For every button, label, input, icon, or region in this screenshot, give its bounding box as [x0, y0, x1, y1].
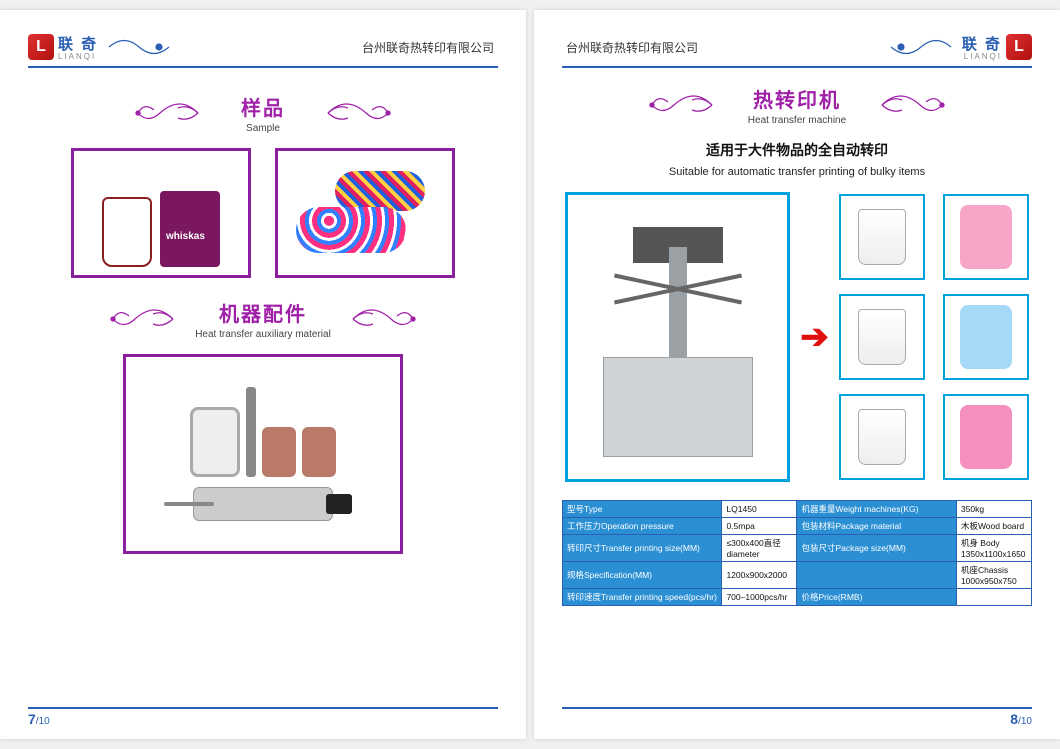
ornament-right-icon	[351, 296, 421, 342]
sample-photo-left	[71, 148, 251, 278]
sample-bags-icon	[290, 163, 440, 263]
company-name: 台州联奇热转印有限公司	[562, 39, 846, 56]
page-8: 台州联奇热转印有限公司 联 奇 LIANQI L 热转印机	[534, 10, 1060, 739]
machine-photo	[565, 192, 790, 482]
raincoat-icon	[960, 205, 1012, 269]
page-7: L 联 奇 LIANQI 台州联奇热转印有限公司 样品	[0, 10, 526, 739]
section-sample-title: 样品 Sample	[130, 90, 396, 136]
table-row: 转印速度Transfer printing speed(pcs/hr)700–1…	[563, 589, 1032, 606]
table-row: 转印尺寸Transfer printing size(MM)≤300x400直径…	[563, 535, 1032, 562]
sample-cup-icon	[102, 197, 152, 267]
ornament-left-icon	[130, 90, 200, 136]
spec-value: 1200x900x2000	[722, 562, 797, 589]
table-row: 型号TypeLQ1450机器重量Weight machines(KG)350kg	[563, 501, 1032, 518]
flourish-icon	[846, 32, 956, 62]
brand-name-en: LIANQI	[962, 52, 1002, 61]
spec-key: 型号Type	[563, 501, 722, 518]
section-sample-title-en: Sample	[208, 123, 318, 134]
sample-whiskas-bin-icon	[160, 191, 220, 267]
spec-value: 350kg	[956, 501, 1031, 518]
section-sample-title-cn: 样品	[208, 92, 318, 121]
ornament-right-icon	[326, 90, 396, 136]
spec-key: 工作压力Operation pressure	[563, 518, 722, 535]
flourish-icon	[104, 32, 214, 62]
table-row: 规格Specification(MM)1200x900x2000 机座Chassi…	[563, 562, 1032, 589]
section-machine-title-cn: 热转印机	[722, 84, 872, 113]
page7-header: L 联 奇 LIANQI 台州联奇热转印有限公司	[28, 28, 498, 68]
spec-value: ≤300x400直径diameter	[722, 535, 797, 562]
bucket-icon	[858, 309, 906, 365]
output-tile-bucket-prima	[839, 394, 925, 480]
ornament-right-icon	[880, 82, 950, 128]
output-tile-raincoat-pink-pattern	[943, 394, 1029, 480]
spec-key: 包装尺寸Package size(MM)	[797, 535, 956, 562]
spec-value: 700–1000pcs/hr	[722, 589, 797, 606]
output-tile-bucket-wrangi	[839, 194, 925, 280]
bucket-icon	[858, 209, 906, 265]
sample-photo-right	[275, 148, 455, 278]
aux-material-photo	[123, 354, 403, 554]
raincoat-icon	[960, 305, 1012, 369]
output-tile-raincoat-pink	[943, 194, 1029, 280]
page-number-current: 7	[28, 711, 36, 727]
machine-and-outputs: ➔	[562, 192, 1032, 482]
brand-name-en: LIANQI	[58, 52, 98, 61]
machine-subtitle-cn: 适用于大件物品的全自动转印	[562, 140, 1032, 160]
brand-logo-mark: L	[28, 34, 54, 60]
footer-rule	[28, 707, 498, 709]
section-aux-title: 机器配件 Heat transfer auxiliary material	[105, 296, 421, 342]
output-tile-raincoat-mickey-blue	[943, 294, 1029, 380]
page-number-current: 8	[1010, 711, 1018, 727]
footer-rule	[562, 707, 1032, 709]
sample-photos-row	[71, 148, 455, 278]
table-row: 工作压力Operation pressure0.5mpa包装材料Package …	[563, 518, 1032, 535]
spec-table: 型号TypeLQ1450机器重量Weight machines(KG)350kg…	[562, 500, 1032, 606]
page-number-total: 10	[39, 716, 50, 727]
spec-key	[797, 562, 956, 589]
catalog-spread: L 联 奇 LIANQI 台州联奇热转印有限公司 样品	[0, 10, 1060, 739]
brand-name-cn: 联 奇	[962, 33, 1002, 54]
page8-header: 台州联奇热转印有限公司 联 奇 LIANQI L	[562, 28, 1032, 68]
aux-parts-icon	[190, 387, 336, 477]
spec-key: 包装材料Package material	[797, 518, 956, 535]
raincoat-icon	[960, 405, 1012, 469]
spec-value: 0.5mpa	[722, 518, 797, 535]
spec-value	[956, 589, 1031, 606]
spec-value: LQ1450	[722, 501, 797, 518]
spec-value: 机身 Body 1350x1100x1650	[956, 535, 1031, 562]
section-aux-title-cn: 机器配件	[183, 298, 343, 327]
brand-logo: L 联 奇 LIANQI	[28, 33, 98, 61]
machine-subtitle-en: Suitable for automatic transfer printing…	[562, 166, 1032, 178]
brand-logo: 联 奇 LIANQI L	[962, 33, 1032, 61]
brand-name-cn: 联 奇	[58, 33, 98, 54]
ornament-left-icon	[644, 82, 714, 128]
spec-key: 转印速度Transfer printing speed(pcs/hr)	[563, 589, 722, 606]
section-machine-title-en: Heat transfer machine	[722, 115, 872, 126]
arrow-right-icon: ➔	[800, 317, 829, 357]
ornament-left-icon	[105, 296, 175, 342]
page-number: 8/10	[1010, 711, 1032, 727]
spec-key: 规格Specification(MM)	[563, 562, 722, 589]
output-tiles-grid	[839, 194, 1029, 480]
spec-key: 价格Price(RMB)	[797, 589, 956, 606]
page-number: 7/10	[28, 711, 50, 727]
section-aux-title-en: Heat transfer auxiliary material	[183, 329, 343, 340]
spec-key: 转印尺寸Transfer printing size(MM)	[563, 535, 722, 562]
spec-value: 机座Chassis 1000x950x750	[956, 562, 1031, 589]
page-number-total: 10	[1021, 716, 1032, 727]
output-tile-bucket-isaval	[839, 294, 925, 380]
company-name: 台州联奇热转印有限公司	[214, 39, 498, 56]
machine-icon	[593, 217, 763, 457]
spec-key: 机器重量Weight machines(KG)	[797, 501, 956, 518]
spec-value: 木板Wood board	[956, 518, 1031, 535]
section-machine-title: 热转印机 Heat transfer machine	[562, 82, 1032, 128]
bucket-icon	[858, 409, 906, 465]
brand-logo-mark: L	[1006, 34, 1032, 60]
